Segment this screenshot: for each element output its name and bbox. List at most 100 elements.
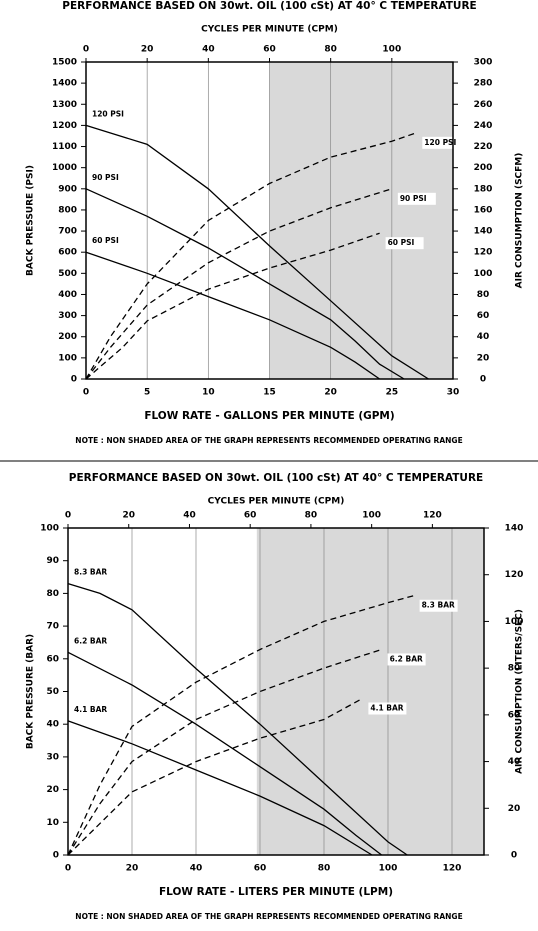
- y-tick-label: 1400: [52, 79, 77, 89]
- x-tick-label: 100: [379, 864, 398, 874]
- series-label: 4.1 BAR: [74, 705, 107, 714]
- chart-title: PERFORMANCE BASED ON 30wt. OIL (100 cSt)…: [62, 0, 476, 12]
- x-tick-label: 0: [83, 388, 89, 398]
- y2-tick-label: 300: [474, 58, 493, 68]
- series-label: 4.1 BAR: [370, 704, 403, 713]
- y2-tick-label: 40: [508, 757, 521, 767]
- label-background: [387, 653, 426, 666]
- x2-tick-label: 20: [141, 45, 154, 55]
- y2-tick-label: 0: [480, 375, 486, 385]
- x-tick-label: 5: [144, 388, 150, 398]
- x2-tick-label: 120: [423, 511, 442, 521]
- y2-tick-label: 60: [477, 311, 490, 321]
- y2-tick-label: 200: [474, 163, 493, 173]
- y2-tick-label: 80: [508, 664, 521, 674]
- shaded-region: [256, 528, 484, 855]
- y-tick-label: 100: [40, 524, 59, 534]
- y-tick-label: 500: [58, 269, 77, 279]
- y2-tick-label: 60: [508, 710, 521, 720]
- pressure-curve: [85, 124, 429, 380]
- label-background: [368, 702, 407, 715]
- y-tick-label: 1300: [52, 100, 77, 110]
- y2-tick-label: 180: [474, 184, 493, 194]
- label-background: [397, 192, 436, 205]
- series-label: 90 PSI: [92, 173, 119, 182]
- x-tick-label: 60: [254, 864, 267, 874]
- series-label: 90 PSI: [400, 194, 427, 203]
- series-label: 8.3 BAR: [74, 568, 107, 577]
- y2-tick-label: 20: [477, 353, 490, 363]
- x2-tick-label: 20: [122, 511, 135, 521]
- y-tick-label: 200: [58, 332, 77, 342]
- x-tick-label: 15: [263, 388, 276, 398]
- y2-tick-label: 80: [477, 290, 490, 300]
- y-tick-label: 60: [46, 654, 59, 664]
- series-label: 120 PSI: [424, 138, 456, 147]
- y-tick-label: 70: [46, 622, 59, 632]
- y-tick-label: 800: [58, 205, 77, 215]
- y2-tick-label: 260: [474, 100, 493, 110]
- y-tick-label: 100: [58, 353, 77, 363]
- y-tick-label: 1000: [52, 163, 77, 173]
- pressure-curve: [85, 188, 405, 380]
- y-tick-label: 700: [58, 227, 77, 237]
- shaded-region: [269, 62, 453, 379]
- pressure-curve: [85, 251, 380, 380]
- label-background: [385, 237, 424, 250]
- x2-axis-label: CYCLES PER MINUTE (CPM): [208, 497, 345, 507]
- x-tick-label: 20: [126, 864, 139, 874]
- y-axis-label: BACK PRESSURE (PSI): [26, 165, 36, 276]
- y2-tick-label: 160: [474, 205, 493, 215]
- note: NOTE : NON SHADED AREA OF THE GRAPH REPR…: [75, 912, 462, 921]
- y-tick-label: 20: [46, 785, 59, 795]
- air-consumption-curve: [85, 188, 392, 380]
- y2-axis-label: AIR CONSUMPTION (SCFM): [515, 153, 525, 289]
- y-tick-label: 0: [53, 851, 59, 861]
- series-label: 120 PSI: [92, 109, 124, 118]
- pressure-curve: [67, 720, 373, 856]
- air-consumption-curve: [67, 648, 382, 856]
- x2-tick-label: 0: [65, 511, 71, 521]
- series-label: 6.2 BAR: [74, 636, 107, 645]
- y2-tick-label: 140: [505, 524, 524, 534]
- x2-tick-label: 100: [382, 45, 401, 55]
- y-tick-label: 50: [46, 687, 59, 697]
- x-axis-label: FLOW RATE - GALLONS PER MINUTE (GPM): [144, 410, 394, 422]
- y2-tick-label: 140: [474, 227, 493, 237]
- y2-tick-label: 100: [474, 269, 493, 279]
- x-tick-label: 0: [65, 864, 71, 874]
- y-tick-label: 0: [71, 375, 77, 385]
- y2-tick-label: 280: [474, 79, 493, 89]
- y2-tick-label: 20: [508, 804, 521, 814]
- note: NOTE : NON SHADED AREA OF THE GRAPH REPR…: [75, 436, 462, 445]
- y-tick-label: 1100: [52, 142, 77, 152]
- x2-tick-label: 0: [83, 45, 89, 55]
- series-label: 60 PSI: [388, 238, 415, 247]
- x-tick-label: 10: [202, 388, 215, 398]
- y-tick-label: 90: [46, 556, 59, 566]
- air-consumption-curve: [67, 697, 363, 856]
- chart-title: PERFORMANCE BASED ON 30wt. OIL (100 cSt)…: [69, 472, 483, 484]
- y-tick-label: 30: [46, 752, 59, 762]
- x2-tick-label: 60: [244, 511, 257, 521]
- x-axis-label: FLOW RATE - LITERS PER MINUTE (LPM): [159, 886, 393, 898]
- x-tick-label: 30: [447, 388, 460, 398]
- series-label: 60 PSI: [92, 236, 119, 245]
- x2-tick-label: 40: [183, 511, 196, 521]
- y2-tick-label: 100: [505, 617, 524, 627]
- x-tick-label: 40: [190, 864, 203, 874]
- series-label: 8.3 BAR: [422, 601, 455, 610]
- plot-frame: [67, 527, 485, 856]
- y-tick-label: 1500: [52, 58, 77, 68]
- x-tick-label: 25: [386, 388, 399, 398]
- pressure-curve: [67, 651, 382, 856]
- x2-tick-label: 60: [263, 45, 276, 55]
- y-tick-label: 900: [58, 184, 77, 194]
- plot-frame: [85, 61, 454, 380]
- x2-axis-label: CYCLES PER MINUTE (CPM): [201, 25, 338, 35]
- y-tick-label: 40: [46, 720, 59, 730]
- y-tick-label: 300: [58, 311, 77, 321]
- x2-tick-label: 40: [202, 45, 215, 55]
- x2-tick-label: 100: [362, 511, 381, 521]
